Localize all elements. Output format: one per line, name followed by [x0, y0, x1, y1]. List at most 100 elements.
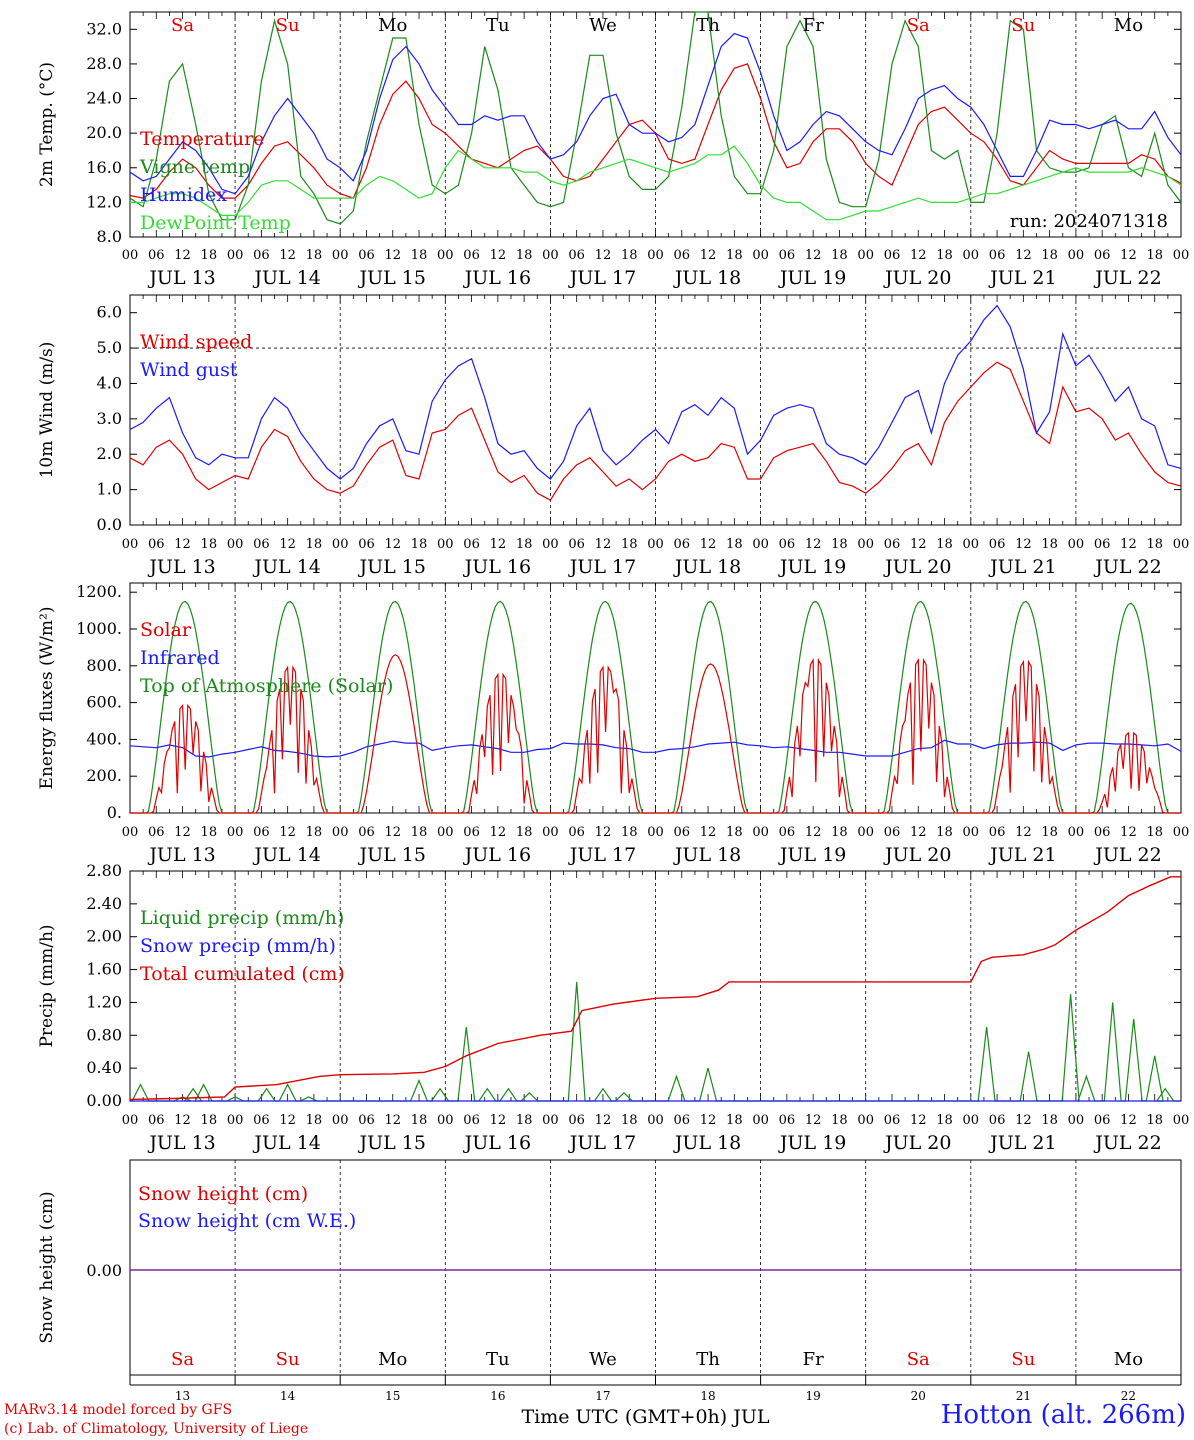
date-label: JUL 21	[988, 1132, 1056, 1154]
series-infrared	[129, 739, 1182, 758]
hour-tick-label: 12	[1015, 1113, 1032, 1128]
y-tick-label: 28.0	[86, 54, 122, 73]
hour-tick-label: 12	[700, 537, 717, 552]
weekday-label: We	[589, 1349, 617, 1370]
weekday-label: Su	[276, 15, 300, 36]
day-number: 14	[280, 1389, 296, 1403]
hour-tick-label: 18	[1146, 1113, 1163, 1128]
hour-tick-label: 06	[779, 248, 796, 263]
hour-tick-label: 06	[148, 248, 165, 263]
hour-tick-label: 18	[1041, 1113, 1058, 1128]
date-label: JUL 20	[883, 267, 951, 289]
date-label: JUL 13	[147, 1132, 215, 1154]
series-wind-speed	[129, 361, 1182, 501]
weekday-label: Sa	[171, 15, 194, 36]
hour-tick-label: 06	[674, 1113, 691, 1128]
hour-tick-label: 00	[857, 1113, 874, 1128]
date-label: JUL 17	[568, 844, 636, 866]
weekday-label: Su	[276, 1349, 300, 1370]
y-tick-label: 3.0	[97, 409, 122, 428]
hour-tick-label: 12	[700, 1113, 717, 1128]
hour-tick-label: 12	[384, 537, 401, 552]
date-label: JUL 15	[358, 556, 426, 578]
y-tick-label: 2.0	[97, 444, 122, 463]
hour-tick-label: 12	[490, 825, 507, 840]
hour-tick-label: 00	[542, 825, 559, 840]
hour-tick-label: 06	[674, 825, 691, 840]
date-label: JUL 17	[568, 267, 636, 289]
hour-tick-label: 00	[752, 825, 769, 840]
hour-tick-label: 18	[1041, 825, 1058, 840]
hour-tick-label: 12	[910, 1113, 927, 1128]
hour-tick-label: 00	[1068, 1113, 1085, 1128]
y-tick-label: 32.0	[86, 19, 122, 38]
day-number: 18	[700, 1389, 715, 1403]
date-label: JUL 19	[778, 844, 846, 866]
hour-tick-label: 06	[463, 825, 480, 840]
date-label: JUL 21	[988, 844, 1056, 866]
hour-tick-label: 06	[1094, 825, 1111, 840]
hour-tick-label: 12	[1120, 537, 1137, 552]
hour-tick-label: 00	[332, 825, 349, 840]
day-number: 17	[595, 1389, 610, 1403]
hour-tick-label: 12	[279, 248, 296, 263]
hour-tick-label: 18	[831, 248, 848, 263]
panel-frame-1	[129, 11, 1182, 238]
hour-tick-label: 18	[936, 537, 953, 552]
hour-tick-label: 12	[490, 537, 507, 552]
hour-tick-label: 12	[279, 825, 296, 840]
date-label: JUL 14	[252, 556, 320, 578]
legend-wind-speed: Wind speed	[140, 331, 252, 353]
hour-tick-label: 06	[358, 825, 375, 840]
hour-tick-label: 06	[358, 248, 375, 263]
hour-tick-label: 00	[857, 248, 874, 263]
hour-tick-label: 12	[1120, 248, 1137, 263]
y-axis-label: Energy fluxes (W/m²)	[37, 607, 57, 790]
hour-tick-label: 06	[253, 1113, 270, 1128]
date-label: JUL 15	[358, 267, 426, 289]
hour-tick-label: 18	[411, 825, 428, 840]
weekday-label: Tu	[486, 1349, 510, 1370]
hour-tick-label: 18	[936, 825, 953, 840]
hour-tick-label: 18	[201, 248, 218, 263]
y-tick-label: 1200.	[76, 582, 122, 601]
hour-tick-label: 00	[1068, 248, 1085, 263]
hour-tick-label: 12	[700, 248, 717, 263]
date-label: JUL 21	[988, 267, 1056, 289]
hour-tick-label: 18	[1146, 248, 1163, 263]
date-label: JUL 22	[1093, 1132, 1161, 1154]
hour-tick-label: 12	[1120, 825, 1137, 840]
hour-tick-label: 00	[1173, 825, 1190, 840]
hour-tick-label: 12	[700, 825, 717, 840]
hour-tick-label: 00	[647, 825, 664, 840]
date-label: JUL 14	[252, 1132, 320, 1154]
hour-tick-label: 00	[227, 1113, 244, 1128]
y-tick-label: 0.	[107, 803, 122, 822]
hour-tick-label: 12	[595, 248, 612, 263]
x-axis-label: Time UTC (GMT+0h) JUL	[522, 1406, 770, 1428]
hour-tick-label: 18	[516, 1113, 533, 1128]
hour-tick-label: 18	[411, 537, 428, 552]
date-label: JUL 22	[1093, 556, 1161, 578]
weekday-label: Sa	[907, 1349, 930, 1370]
hour-tick-label: 12	[805, 537, 822, 552]
hour-tick-label: 18	[306, 1113, 323, 1128]
hour-tick-label: 12	[595, 1113, 612, 1128]
hour-tick-label: 12	[174, 1113, 191, 1128]
date-label: JUL 18	[673, 556, 741, 578]
hour-tick-label: 00	[437, 537, 454, 552]
legend-dewpoint-temp: DewPoint Temp	[140, 212, 291, 234]
hour-tick-label: 18	[201, 1113, 218, 1128]
y-tick-label: 400.	[86, 729, 122, 748]
y-tick-label: 800.	[86, 656, 122, 675]
y-axis-label: 2m Temp. (°C)	[37, 62, 57, 187]
hour-tick-label: 12	[279, 1113, 296, 1128]
series-humidex	[129, 32, 1182, 195]
hour-tick-label: 18	[831, 537, 848, 552]
weekday-label: Sa	[171, 1349, 194, 1370]
date-label: JUL 19	[778, 267, 846, 289]
legend-humidex: Humidex	[140, 184, 227, 206]
y-tick-label: 5.0	[97, 338, 122, 357]
hour-tick-label: 18	[516, 248, 533, 263]
y-tick-label: 0.40	[86, 1058, 122, 1077]
